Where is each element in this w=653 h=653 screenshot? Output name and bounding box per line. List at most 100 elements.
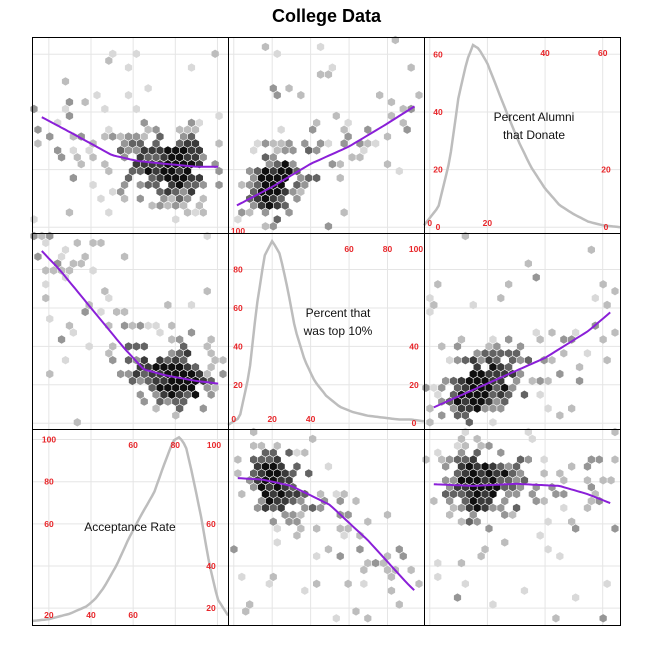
tick-label-accept_rate-bottom-40: 40 (86, 610, 96, 620)
hex-bin (285, 139, 293, 148)
hex-bin (152, 390, 160, 399)
hex-bin (183, 125, 192, 134)
hex-bin (265, 496, 273, 506)
hex-bin (516, 469, 525, 478)
hex-bin (449, 376, 458, 386)
hex-bin (497, 362, 505, 372)
hex-bin (265, 483, 273, 492)
hex-bin (461, 441, 469, 450)
hex-bin (234, 469, 242, 478)
hex-bin (168, 153, 176, 162)
hex-bin (42, 238, 50, 248)
panel-grid (228, 429, 424, 625)
hex-bin (136, 194, 144, 203)
tick-label-top10perc-right-0: 0 (412, 418, 417, 428)
hex-bin (489, 362, 497, 372)
hex-bin (516, 356, 525, 365)
hex-bin (269, 517, 277, 526)
hex-bin (493, 383, 501, 392)
hex-bin (273, 49, 281, 58)
tick-label-top10perc-top-60: 60 (344, 244, 354, 254)
hex-bin (465, 489, 473, 499)
hex-bin (199, 404, 207, 413)
hex-bin (57, 252, 66, 261)
hex-bin (465, 517, 473, 526)
hex-bin (203, 287, 211, 296)
hex-bin (156, 201, 164, 210)
hex-bin (548, 356, 556, 365)
hex-bin (489, 404, 497, 413)
hex-bin (191, 180, 200, 190)
hex-bin (257, 469, 266, 478)
hex-bin (144, 321, 152, 330)
hex-bin (399, 118, 407, 127)
hex-bin (336, 160, 344, 169)
hex-bin (191, 208, 200, 217)
hex-bin (219, 369, 227, 379)
hex-bin (57, 335, 66, 344)
hex-bin (191, 139, 200, 148)
hex-bin (261, 166, 270, 176)
hex-bin (191, 153, 200, 162)
hex-bin (493, 397, 501, 406)
hex-bin (599, 614, 607, 623)
trend-line-top10perc_vs_perc_alumni (433, 311, 611, 409)
tick-label-top10perc-right-40: 40 (409, 341, 419, 351)
hex-bin (269, 489, 277, 499)
hex-bin (477, 483, 485, 492)
hex-bin (309, 434, 317, 444)
hex-bin (426, 307, 434, 317)
hex-bin (332, 614, 340, 623)
hex-bin (191, 125, 200, 134)
hex-bin (164, 173, 172, 183)
hex-bin (505, 335, 513, 344)
hex-bin (277, 503, 285, 513)
hex-bin (336, 552, 344, 561)
hex-bin (132, 104, 140, 114)
hex-bin (144, 125, 152, 134)
hex-bin (136, 390, 144, 399)
hex-bin (144, 180, 152, 190)
hex-bin (505, 349, 513, 358)
hex-bin (109, 49, 117, 58)
hex-bin (469, 397, 477, 406)
hex-bin (246, 180, 254, 190)
hex-bin (575, 362, 584, 372)
hex-bin (356, 153, 364, 162)
hex-bin (277, 125, 285, 134)
hex-bin (528, 434, 536, 444)
hex-bin (61, 77, 70, 86)
hex-bin (438, 342, 446, 351)
hex-bin (324, 139, 333, 148)
hex-bin (199, 208, 207, 217)
hex-bin (215, 139, 223, 148)
hex-bin (336, 173, 344, 183)
hex-bin (469, 483, 477, 492)
hex-bin (81, 307, 89, 317)
hex-bin (473, 362, 481, 372)
hex-bin (207, 335, 215, 344)
tick-label-top10perc-left-100: 100 (231, 226, 245, 236)
hex-bin (481, 404, 489, 413)
tick-label-top10perc-left-20: 20 (233, 380, 243, 390)
hex-bin (497, 503, 505, 513)
hex-bin (560, 503, 568, 513)
panel-grid (32, 233, 228, 429)
hex-bin (152, 166, 160, 176)
hex-bin (489, 503, 497, 513)
hex-bin (105, 208, 113, 217)
hex-bin (501, 383, 509, 392)
hex-bin (556, 411, 564, 420)
density-curve-accept_rate (31, 435, 230, 623)
hex-bin (230, 545, 238, 554)
hex-bin (164, 356, 172, 365)
hex-bin (273, 160, 281, 169)
hex-bin (238, 572, 246, 582)
hex-bin (469, 496, 477, 506)
hex-bin (34, 125, 42, 134)
hex-bin (552, 614, 560, 623)
hex-bin (501, 538, 509, 547)
hex-bin (324, 222, 333, 231)
hex-bin (611, 455, 619, 464)
hex-bin (152, 139, 160, 148)
